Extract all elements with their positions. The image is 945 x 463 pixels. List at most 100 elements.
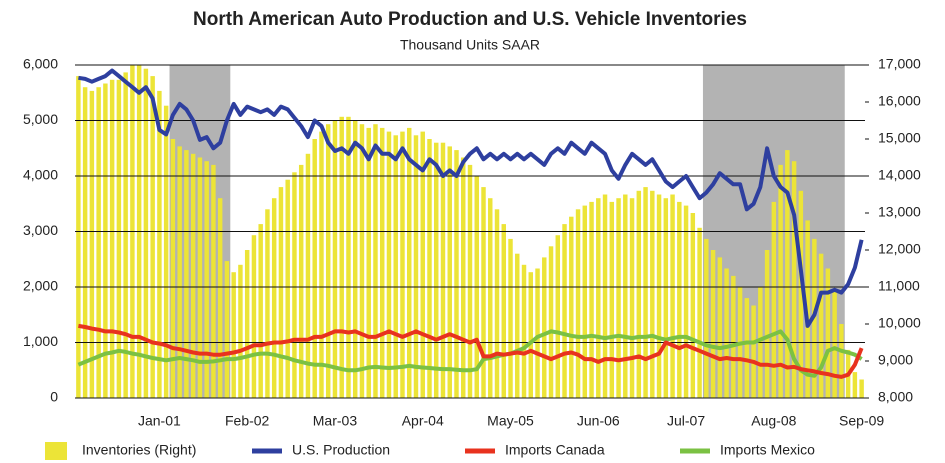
y2-tick-label: 13,000 — [878, 204, 921, 220]
bar — [731, 275, 736, 398]
bar — [386, 131, 392, 398]
bar — [569, 216, 574, 398]
bar — [764, 250, 770, 398]
bar — [623, 194, 628, 398]
bar — [420, 131, 425, 398]
bar — [778, 164, 783, 398]
bar — [481, 187, 486, 398]
bar — [96, 87, 101, 398]
bar — [515, 253, 520, 398]
bar — [636, 190, 642, 398]
y2-tick-label: 8,000 — [878, 389, 913, 405]
bar — [163, 105, 169, 398]
bar — [407, 127, 412, 399]
bar — [771, 201, 777, 398]
bar — [150, 76, 155, 398]
bar — [143, 68, 149, 398]
bar — [109, 79, 115, 399]
chart-title: North American Auto Production and U.S. … — [193, 9, 747, 30]
y-tick-label: 0 — [50, 389, 58, 405]
bar — [629, 198, 635, 398]
x-tick-label: Sep-09 — [839, 413, 884, 429]
chart-subtitle: Thousand Units SAAR — [400, 37, 540, 53]
legend-label: U.S. Production — [292, 442, 390, 458]
bar — [89, 90, 95, 399]
bar — [352, 120, 358, 398]
bar — [744, 298, 750, 398]
bar — [305, 153, 311, 398]
y-tick-label: 2,000 — [23, 278, 58, 294]
bar — [170, 139, 176, 398]
series-line — [78, 323, 864, 379]
bar — [697, 227, 702, 398]
bar — [683, 205, 689, 398]
bar — [575, 209, 581, 398]
x-tick-label: Apr-04 — [402, 413, 444, 429]
bar — [717, 257, 723, 398]
bar — [184, 150, 189, 398]
bar — [616, 198, 621, 398]
bar — [501, 224, 506, 398]
bar — [494, 209, 500, 398]
bar — [643, 187, 648, 398]
x-tick-label: May-05 — [487, 413, 534, 429]
bar — [791, 161, 797, 398]
x-tick-label: Jul-07 — [667, 413, 705, 429]
bar — [197, 157, 203, 398]
bar — [123, 72, 128, 399]
bar — [157, 90, 162, 399]
bar — [400, 131, 405, 398]
bar — [346, 116, 351, 399]
bar — [710, 250, 716, 398]
bar — [690, 213, 696, 398]
bar — [467, 164, 473, 398]
legend-label: Imports Mexico — [720, 442, 815, 458]
legend-swatch — [45, 442, 67, 460]
bar — [798, 190, 804, 398]
bar — [548, 246, 554, 398]
bar — [751, 305, 756, 398]
legend-label: Imports Canada — [505, 442, 605, 458]
bar — [839, 324, 844, 398]
bar — [461, 157, 466, 398]
bar — [785, 150, 790, 398]
bar — [440, 142, 446, 398]
y2-tick-label: 9,000 — [878, 352, 913, 368]
bar — [103, 83, 108, 398]
bar — [602, 194, 608, 398]
series-line — [77, 329, 863, 378]
bar — [373, 124, 378, 398]
bar — [312, 139, 317, 398]
y2-tick-label: 12,000 — [878, 241, 921, 257]
bar — [805, 220, 810, 398]
bar — [82, 87, 88, 398]
bar — [325, 124, 331, 398]
bar — [292, 172, 297, 398]
y-tick-label: 4,000 — [23, 167, 58, 183]
x-tick-label: Jan-01 — [138, 413, 181, 429]
bar — [677, 201, 682, 398]
bar — [217, 198, 223, 398]
bar — [488, 198, 493, 398]
bar — [265, 209, 270, 398]
bar — [332, 120, 338, 398]
bar — [650, 190, 655, 398]
bar — [116, 79, 122, 399]
bar — [427, 139, 432, 398]
bar — [366, 127, 371, 399]
y-tick-label: 3,000 — [23, 222, 58, 238]
bar — [832, 290, 837, 398]
bar — [204, 161, 209, 398]
x-tick-label: Aug-08 — [751, 413, 796, 429]
bar — [852, 372, 858, 398]
legend-label: Inventories (Right) — [82, 442, 196, 458]
y2-tick-label: 15,000 — [878, 130, 921, 146]
y2-tick-label: 17,000 — [878, 56, 921, 72]
x-tick-label: Mar-03 — [313, 413, 358, 429]
bar — [535, 268, 540, 398]
bar — [454, 150, 459, 398]
bar — [271, 198, 277, 398]
bar — [224, 261, 230, 398]
y2-tick-label: 16,000 — [878, 93, 921, 109]
